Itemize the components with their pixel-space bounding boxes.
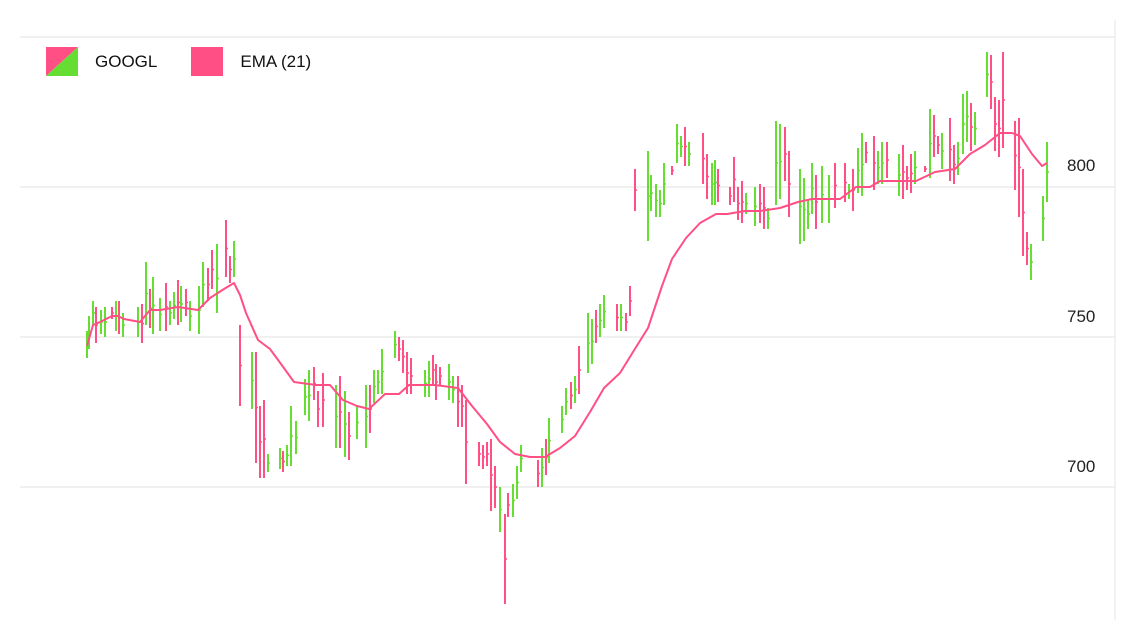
ema-line [86,132,1048,458]
y-tick-750: 750 [1067,307,1096,326]
gridlines [20,36,1115,488]
y-tick-800: 800 [1067,156,1096,175]
legend-item-googl[interactable]: GOOGL [46,47,157,76]
y-tick-700: 700 [1067,457,1096,476]
ohlc-bars [86,52,1049,604]
legend-label-ema: EMA (21) [240,51,312,71]
legend-item-ema[interactable]: EMA (21) [191,47,311,76]
legend-label-googl: GOOGL [95,51,158,71]
ema-swatch-icon [191,47,224,76]
chart-legend: GOOGL EMA (21) [46,47,345,76]
ohlc-swatch-icon [46,47,78,76]
